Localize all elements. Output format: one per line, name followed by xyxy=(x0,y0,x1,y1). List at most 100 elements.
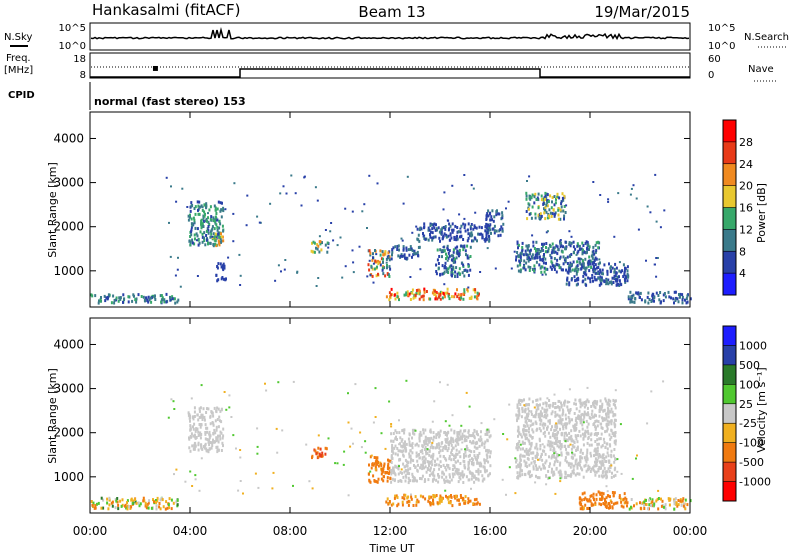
velocity-cell xyxy=(464,429,467,433)
velocity-cell xyxy=(458,502,461,506)
velocity-noise-cell xyxy=(635,457,637,460)
power-noise-cell xyxy=(645,259,647,262)
velocity-cell xyxy=(111,504,114,508)
power-cell xyxy=(576,244,579,248)
velocity-cell xyxy=(551,425,553,429)
power-cell xyxy=(662,299,665,303)
power-cell xyxy=(568,267,571,271)
velocity-cell xyxy=(584,434,587,438)
power-cell xyxy=(679,295,681,299)
power-cell xyxy=(610,280,613,284)
power-cell xyxy=(557,213,560,217)
velocity-noise-cell xyxy=(426,448,429,451)
power-cell xyxy=(409,298,412,301)
velocity-cell xyxy=(542,449,544,453)
power-cell xyxy=(557,217,560,221)
power-cell xyxy=(205,217,208,221)
power-cell xyxy=(599,282,602,286)
velocity-cell xyxy=(473,480,476,484)
velocity-cell xyxy=(427,499,430,503)
velocity-cell xyxy=(391,446,394,450)
velocity-cell xyxy=(162,505,165,509)
power-cell xyxy=(519,268,522,272)
power-cell xyxy=(316,243,319,247)
power-cell xyxy=(588,245,591,249)
velocity-cell xyxy=(518,445,520,449)
velocity-cell xyxy=(402,442,405,446)
velocity-cell xyxy=(555,433,558,437)
velocity-cell xyxy=(597,420,600,424)
velocity-cell xyxy=(477,477,480,481)
velocity-cell xyxy=(590,467,593,471)
velocity-cell xyxy=(100,506,103,510)
power-cell xyxy=(553,246,556,250)
power-noise-cell xyxy=(285,192,288,195)
power-cell xyxy=(388,258,391,262)
power-cell xyxy=(408,292,411,296)
power-cell xyxy=(193,233,196,237)
velocity-noise-cell xyxy=(532,460,535,463)
power-cell xyxy=(489,223,492,227)
velocity-cell xyxy=(614,501,617,505)
velocity-cell xyxy=(552,449,555,452)
velocity-noise-cell xyxy=(421,452,424,455)
velocity-cell xyxy=(555,458,558,462)
power-cell xyxy=(538,252,541,255)
velocity-cell xyxy=(423,455,426,459)
power-cell xyxy=(207,220,210,224)
power-cell xyxy=(595,257,598,261)
power-cell xyxy=(99,299,102,303)
power-cell xyxy=(216,218,219,222)
velocity-cell xyxy=(555,439,557,443)
velocity-cell xyxy=(403,497,406,501)
power-cell xyxy=(433,226,436,230)
x-axis-label: Time UT xyxy=(368,542,414,554)
velocity-cell xyxy=(532,451,535,455)
velocity-cell xyxy=(594,449,597,453)
power-cell xyxy=(159,294,162,298)
velocity-cell xyxy=(556,425,559,429)
velocity-cell xyxy=(526,417,529,420)
velocity-cell xyxy=(454,444,457,448)
velocity-cell xyxy=(554,410,557,414)
velocity-cell xyxy=(607,415,610,419)
velocity-cell xyxy=(600,466,602,470)
power-cell xyxy=(407,248,410,252)
velocity-cell xyxy=(410,495,413,499)
velocity-cell xyxy=(445,431,448,435)
velocity-cell xyxy=(610,500,613,504)
velocity-colorbar-frame xyxy=(722,325,737,502)
velocity-noise-cell xyxy=(482,477,485,480)
velocity-cell xyxy=(651,498,654,502)
power-cell xyxy=(488,239,491,243)
velocity-cell xyxy=(111,500,114,504)
velocity-cell xyxy=(570,473,573,477)
velocity-cell xyxy=(539,444,542,447)
power-cell xyxy=(565,282,568,286)
velocity-cell xyxy=(558,408,561,412)
power-cell xyxy=(681,295,684,299)
power-cell xyxy=(375,274,378,278)
velocity-cell xyxy=(567,415,570,419)
power-cell xyxy=(452,228,455,232)
velocity-cell xyxy=(377,461,380,464)
power-cell xyxy=(570,278,573,282)
velocity-cell xyxy=(586,451,589,455)
power-cell xyxy=(217,239,220,243)
power-cell xyxy=(215,236,218,240)
velocity-cell xyxy=(427,438,430,442)
velocity-cell xyxy=(394,437,397,441)
velocity-cell xyxy=(211,444,214,447)
power-cell xyxy=(213,235,216,239)
velocity-cell xyxy=(198,407,201,411)
velocity-cell xyxy=(390,503,393,507)
power-cell xyxy=(469,232,472,236)
velocity-cell xyxy=(515,465,518,469)
power-colorbar-label: Power [dB] xyxy=(755,183,768,243)
velocity-cell xyxy=(526,449,529,453)
power-cell xyxy=(441,264,444,268)
power-cell xyxy=(427,228,430,232)
velocity-cell xyxy=(144,501,147,505)
velocity-cell xyxy=(484,432,487,436)
velocity-noise-cell xyxy=(554,492,557,495)
